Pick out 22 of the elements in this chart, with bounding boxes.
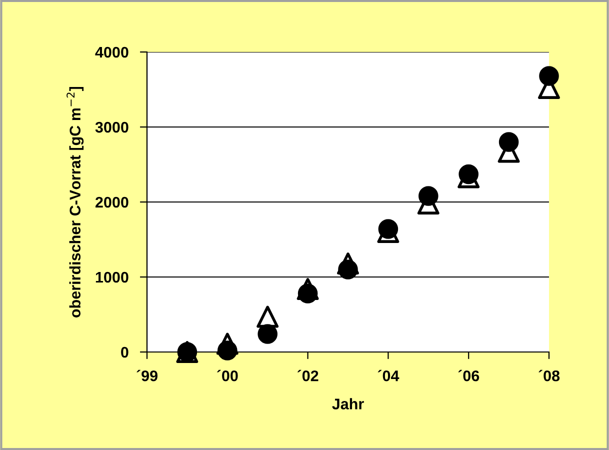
point — [218, 340, 238, 360]
point — [338, 260, 358, 280]
point — [498, 132, 519, 152]
y-tick-label: 0 — [121, 346, 128, 358]
point — [258, 324, 278, 344]
point — [378, 219, 398, 239]
point — [298, 284, 318, 304]
x-tick-label: ´06 — [458, 370, 480, 382]
x-tick-label: ´99 — [136, 370, 158, 382]
y-tick-label: 4000 — [95, 46, 128, 58]
y-axis-title: oberirdischer C-Vorrat [gC m$^{−2}$] — [66, 86, 84, 318]
x-tick-label: ´02 — [297, 370, 318, 382]
y-tick-label: 2000 — [95, 196, 128, 208]
x-axis-title: Jahr — [332, 398, 364, 410]
point — [418, 186, 438, 206]
y-tick-label: 1000 — [96, 272, 128, 283]
x-tick-label: ´04 — [378, 370, 400, 382]
point — [539, 66, 559, 86]
x-tick-label: ´08 — [538, 370, 560, 382]
point — [458, 164, 478, 184]
x-tick-label: ´00 — [217, 370, 238, 382]
y-tick-label: 3000 — [95, 122, 128, 133]
